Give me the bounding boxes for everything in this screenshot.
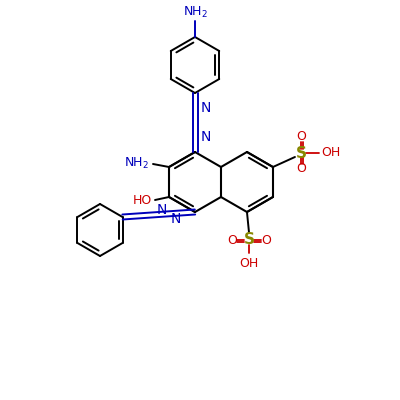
Text: O: O	[296, 130, 306, 144]
Text: OH: OH	[321, 146, 340, 160]
Text: S: S	[244, 232, 254, 248]
Text: N: N	[171, 212, 181, 226]
Text: HO: HO	[133, 194, 152, 208]
Text: S: S	[296, 146, 306, 160]
Text: OH: OH	[239, 257, 258, 270]
Text: O: O	[227, 234, 237, 246]
Text: NH$_2$: NH$_2$	[124, 156, 149, 170]
Text: O: O	[296, 162, 306, 176]
Text: N: N	[201, 101, 211, 115]
Text: O: O	[261, 234, 271, 246]
Text: NH$_2$: NH$_2$	[182, 5, 208, 20]
Text: N: N	[201, 130, 211, 144]
Text: N: N	[156, 203, 167, 217]
